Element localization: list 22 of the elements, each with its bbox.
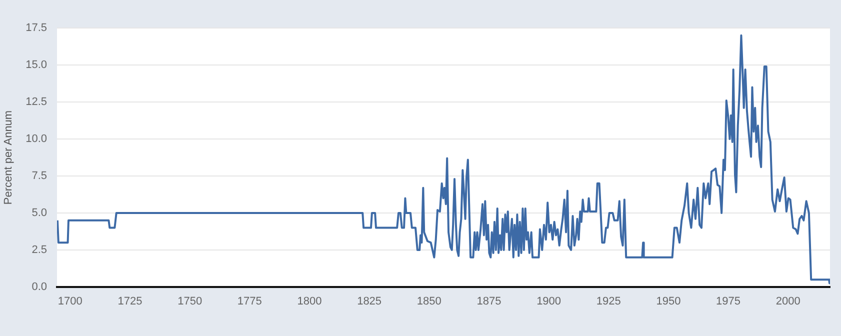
x-tick-label: 1875 bbox=[476, 296, 502, 308]
y-tick-label: 12.5 bbox=[26, 96, 47, 108]
x-tick-label: 1700 bbox=[58, 296, 82, 308]
x-tick-label: 1850 bbox=[416, 296, 442, 308]
x-tick-label: 1750 bbox=[178, 296, 202, 308]
x-tick-label: 1800 bbox=[297, 296, 322, 308]
x-tick-label: 1900 bbox=[536, 296, 562, 308]
y-tick-label: 15.0 bbox=[26, 59, 47, 72]
x-tick-label: 2000 bbox=[776, 296, 800, 308]
y-tick-label: 0.0 bbox=[32, 281, 47, 294]
x-tick-label: 1925 bbox=[596, 296, 621, 308]
x-tick-label: 1975 bbox=[716, 296, 741, 308]
y-tick-label: 17.5 bbox=[26, 22, 47, 34]
y-tick-label: 2.5 bbox=[32, 244, 47, 256]
x-tick-label: 1775 bbox=[237, 296, 262, 308]
y-tick-label: 7.5 bbox=[32, 170, 47, 182]
x-tick-label: 1725 bbox=[118, 296, 142, 308]
y-tick-label: 10.0 bbox=[26, 133, 47, 146]
x-tick-label: 1825 bbox=[357, 296, 382, 308]
x-tick-label: 1950 bbox=[656, 296, 681, 308]
y-axis-title: Percent per Annum bbox=[2, 110, 15, 205]
y-tick-label: 5.0 bbox=[32, 207, 47, 220]
